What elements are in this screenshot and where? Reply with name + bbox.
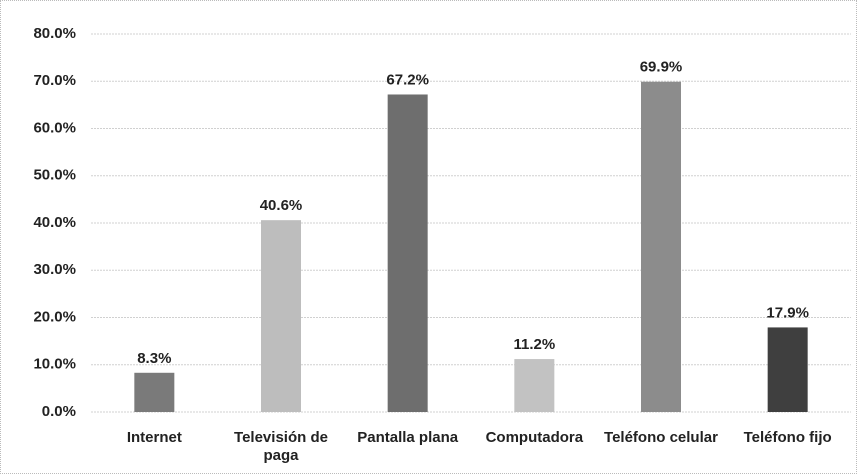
data-label: 11.2%: [513, 336, 555, 353]
y-tick-label: 80.0%: [33, 25, 76, 42]
x-tick-label: Pantalla plana: [357, 429, 459, 446]
x-tick-label: Teléfono fijo: [743, 429, 832, 446]
bar: [641, 81, 681, 412]
data-label: 8.3%: [137, 350, 171, 367]
y-tick-label: 20.0%: [33, 308, 76, 325]
bar: [134, 372, 175, 412]
y-tick-label: 0.0%: [42, 403, 76, 420]
data-label: 40.6%: [260, 197, 303, 214]
data-label: 67.2%: [386, 71, 429, 88]
y-tick-label: 40.0%: [33, 214, 76, 231]
y-tick-label: 70.0%: [33, 72, 76, 89]
data-label: 17.9%: [766, 304, 809, 321]
bar: [387, 94, 428, 412]
bar: [514, 359, 555, 412]
x-tick-label: Teléfono celular: [604, 429, 718, 446]
x-tick-label: Televisión de paga: [234, 429, 328, 464]
y-tick-label: 10.0%: [33, 356, 76, 373]
y-tick-label: 50.0%: [33, 167, 76, 184]
x-tick-label: Internet: [126, 429, 182, 446]
y-tick-label: 30.0%: [33, 261, 76, 278]
bar: [767, 327, 808, 412]
bar: [261, 220, 301, 412]
y-tick-label: 60.0%: [33, 119, 76, 136]
data-label: 69.9%: [640, 59, 683, 76]
x-tick-label: Computadora: [485, 429, 584, 446]
